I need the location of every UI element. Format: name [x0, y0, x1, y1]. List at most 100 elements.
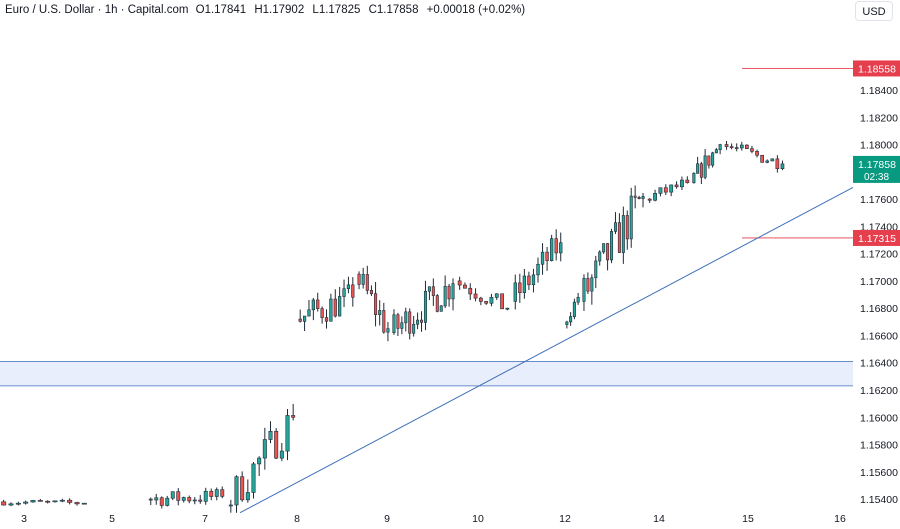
candle: [637, 195, 641, 200]
candle: [527, 271, 531, 291]
candle-body: [554, 238, 558, 254]
candle-body: [81, 502, 87, 505]
candle-body: [457, 280, 462, 286]
price-tick-label: 1.17000: [860, 276, 898, 288]
candle: [468, 283, 473, 301]
time-tick-label: 14: [653, 513, 665, 525]
candle-body: [540, 251, 545, 265]
candle-body: [549, 238, 554, 261]
candle: [316, 292, 320, 312]
candle: [540, 243, 545, 275]
candle-body: [451, 283, 455, 300]
candle: [320, 306, 324, 324]
candle-body: [739, 144, 744, 149]
candle-body: [724, 144, 729, 147]
candle: [586, 272, 590, 294]
candle: [443, 275, 447, 309]
level-label: 1.18558: [858, 63, 896, 75]
candle: [703, 148, 707, 180]
candle-body: [536, 263, 540, 276]
candle-body: [159, 497, 164, 506]
candle: [198, 495, 203, 504]
candle: [8, 502, 14, 507]
candle: [228, 499, 233, 513]
candle-body: [770, 158, 775, 162]
candle: [582, 274, 586, 311]
candle: [15, 501, 21, 506]
candle: [291, 403, 296, 421]
candle-body: [629, 195, 633, 240]
candle-body: [154, 497, 159, 501]
candle: [181, 496, 186, 503]
candle: [59, 498, 65, 503]
candle: [494, 293, 499, 300]
candle-body: [302, 315, 307, 322]
candle-body: [423, 290, 427, 323]
price-tick-label: 1.17600: [860, 194, 898, 206]
candle-body: [565, 321, 569, 325]
candle-body: [494, 293, 499, 298]
candle: [549, 234, 554, 262]
candle: [374, 282, 378, 327]
candle: [522, 268, 527, 299]
candle: [165, 495, 170, 507]
candle-body: [45, 500, 51, 503]
candle: [565, 320, 569, 329]
candle-body: [633, 195, 637, 198]
candle-body: [674, 184, 679, 188]
time-tick-label: 8: [294, 513, 300, 525]
legend-close: C1.17858: [368, 4, 419, 16]
candle: [745, 144, 749, 150]
candle: [669, 184, 674, 197]
candle-body: [594, 260, 598, 279]
candle-body: [240, 476, 245, 501]
candle-body: [374, 293, 378, 315]
candle-body: [703, 155, 707, 178]
candle-body: [545, 251, 549, 261]
candle-body: [420, 319, 424, 323]
price-tick-label: 1.18000: [860, 140, 898, 152]
price-tick-label: 1.15600: [860, 467, 898, 479]
candle: [369, 285, 373, 296]
legend-change: +0.00018 (+0.02%): [426, 4, 526, 16]
candle-body: [257, 457, 262, 465]
candle: [400, 316, 404, 335]
candle-body: [15, 502, 21, 505]
candle-body: [262, 439, 267, 459]
currency-button[interactable]: USD: [855, 1, 893, 21]
candle: [307, 299, 311, 317]
candle: [351, 277, 355, 307]
candle: [513, 274, 517, 310]
candle-body: [711, 152, 715, 166]
candle: [629, 187, 633, 248]
time-tick-label: 12: [559, 513, 571, 525]
candle: [473, 288, 478, 302]
candle-body: [714, 149, 718, 154]
candle-body: [572, 301, 576, 317]
candle: [500, 293, 504, 310]
candle-body: [329, 298, 333, 322]
candle: [268, 421, 273, 444]
candle: [192, 497, 197, 505]
candle-body: [369, 290, 373, 294]
candle-body: [333, 298, 337, 317]
countdown-label: 02:38: [864, 172, 889, 183]
candle-body: [268, 430, 273, 440]
candle: [658, 187, 663, 197]
candle-body: [658, 187, 663, 194]
candle: [346, 276, 351, 294]
candle: [621, 206, 625, 264]
candle-body: [251, 463, 256, 493]
candle: [382, 302, 386, 334]
candle-body: [505, 307, 510, 310]
candle: [598, 250, 602, 266]
candle: [680, 176, 684, 191]
candle-body: [602, 243, 606, 253]
candle-body: [346, 284, 351, 290]
price-tick-label: 1.16800: [860, 303, 898, 315]
candle-body: [468, 287, 473, 295]
candle-body: [653, 193, 657, 201]
candle: [734, 143, 739, 152]
candle-body: [745, 144, 749, 150]
